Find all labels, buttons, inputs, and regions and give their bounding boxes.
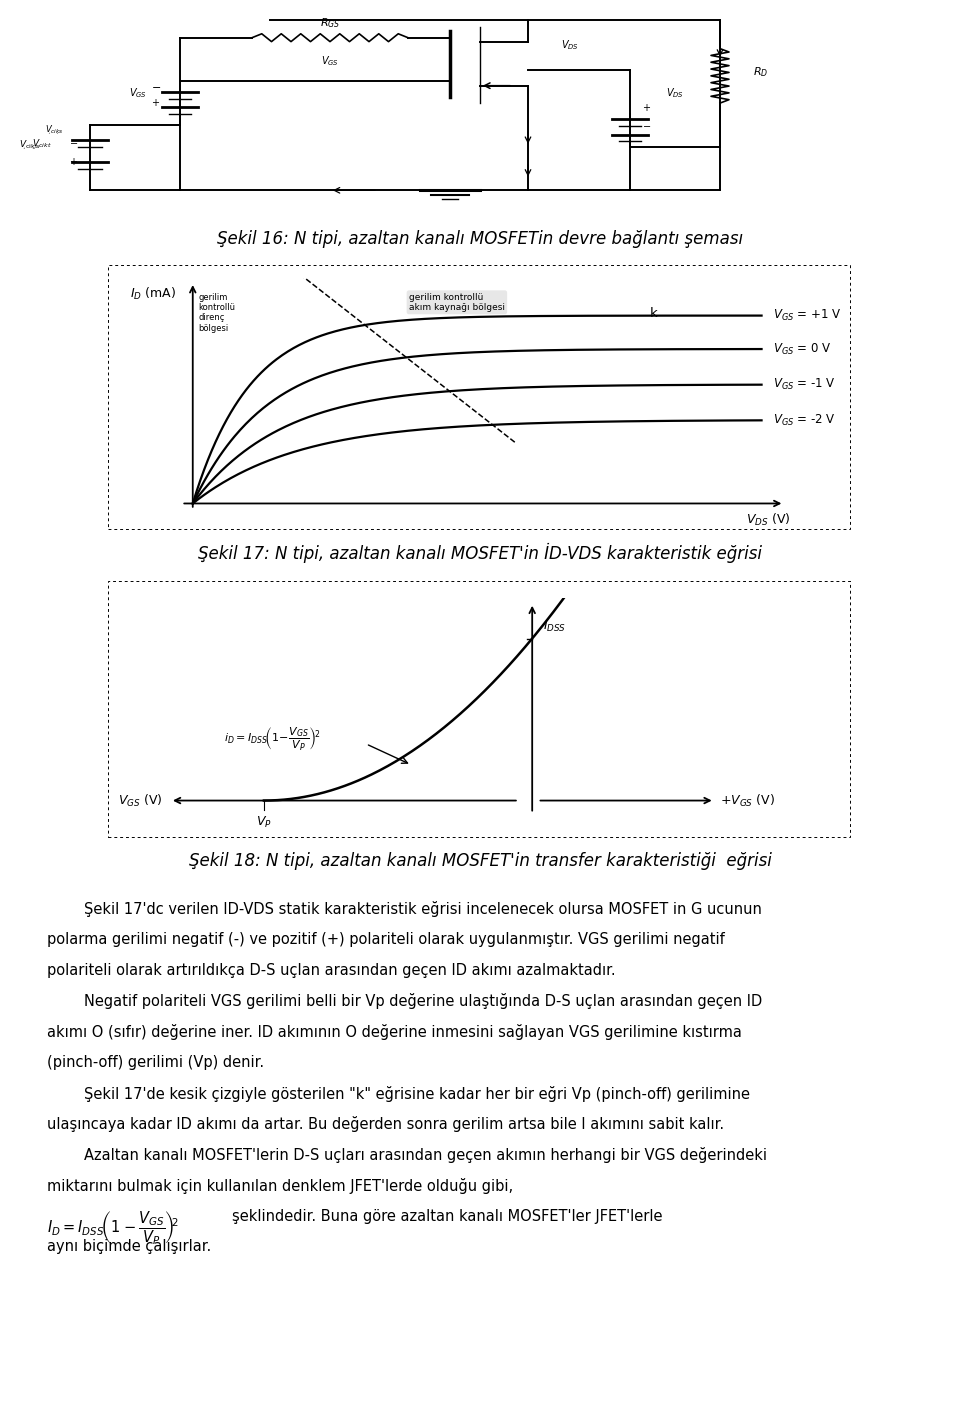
Text: $V_P$: $V_P$ [256, 815, 272, 830]
Text: $V_{cikt}$: $V_{cikt}$ [32, 137, 52, 150]
Text: $V_{GS}$ = -2 V: $V_{GS}$ = -2 V [773, 413, 835, 427]
Text: Şekil 18: N tipi, azaltan kanalı MOSFET'in transfer karakteristiği  eğrisi: Şekil 18: N tipi, azaltan kanalı MOSFET… [188, 853, 772, 871]
Text: polarma gerilimi negatif (-) ve pozitif (+) polariteli olarak uygulanmıştır. VGS: polarma gerilimi negatif (-) ve pozitif … [47, 932, 725, 947]
Text: Negatif polariteli VGS gerilimi belli bir Vp değerine ulaştığında D-S uçlan aras: Negatif polariteli VGS gerilimi belli bi… [47, 994, 762, 1010]
Text: Azaltan kanalı MOSFET'lerin D-S uçları arasından geçen akımın herhangi bir VGS d: Azaltan kanalı MOSFET'lerin D-S uçları a… [47, 1147, 767, 1164]
Text: $V_{DS}$: $V_{DS}$ [561, 39, 579, 53]
Text: miktarını bulmak için kullanılan denklem JFET'lerde olduğu gibi,: miktarını bulmak için kullanılan denklem… [47, 1178, 513, 1194]
Text: $V_{GS}$ (V): $V_{GS}$ (V) [117, 793, 162, 808]
Text: Şekil 17: N tipi, azaltan kanalı MOSFET'in İD-VDS karakteristik eğrisi: Şekil 17: N tipi, azaltan kanalı MOSFET… [198, 543, 762, 563]
Text: $-$: $-$ [69, 137, 78, 147]
Text: Şekil 17'de kesik çizgiyle gösterilen "k" eğrisine kadar her bir eğri Vp (pinch-: Şekil 17'de kesik çizgiyle gösterilen "k… [47, 1085, 750, 1101]
Text: (pinch-off) gerilimi (Vp) denir.: (pinch-off) gerilimi (Vp) denir. [47, 1055, 264, 1070]
Text: gerilim kontrollü
akım kaynağı bölgesi: gerilim kontrollü akım kaynağı bölgesi [409, 293, 505, 311]
Text: gerilim
kontrollü
direnç
bölgesi: gerilim kontrollü direnç bölgesi [199, 293, 235, 333]
Text: polariteli olarak artırıldıkça D-S uçlan arasından geçen ID akımı azalmaktadır.: polariteli olarak artırıldıkça D-S uçlan… [47, 962, 615, 978]
Text: şeklindedir. Buna göre azaltan kanalı MOSFET'ler JFET'lerle: şeklindedir. Buna göre azaltan kanalı MO… [232, 1208, 663, 1224]
Text: $V_{\c{c}ik\c{s}}$: $V_{\c{c}ik\c{s}}$ [44, 123, 63, 136]
Text: $+$: $+$ [152, 97, 160, 109]
Text: k: k [650, 307, 658, 320]
Text: $i_D = I_{DSS}\!\left(1\!-\!\dfrac{V_{GS}}{V_P}\right)^{\!2}$: $i_D = I_{DSS}\!\left(1\!-\!\dfrac{V_{GS… [224, 725, 321, 753]
Text: $V_{GS}$ = -1 V: $V_{GS}$ = -1 V [773, 377, 835, 393]
Text: $V_{GS}$: $V_{GS}$ [129, 87, 147, 100]
Text: Şekil 16: N tipi, azaltan kanalı MOSFETin devre bağlantı şeması: Şekil 16: N tipi, azaltan kanalı MOSFET… [217, 230, 743, 248]
Text: $V_{GS}$: $V_{GS}$ [321, 54, 339, 67]
Text: $I_D$ (mA): $I_D$ (mA) [130, 287, 176, 303]
Text: $+$: $+$ [69, 156, 78, 167]
Text: $+$: $+$ [642, 101, 651, 113]
Text: akımı O (sıfır) değerine iner. ID akımının O değerine inmesini sağlayan VGS geri: akımı O (sıfır) değerine iner. ID akımın… [47, 1024, 742, 1040]
Text: $V_{DS}$ (V): $V_{DS}$ (V) [746, 511, 790, 528]
Text: $R_{GS}$: $R_{GS}$ [320, 16, 340, 30]
Text: $R_D$: $R_D$ [753, 64, 768, 79]
Text: $V_{\mathrm{\c{c}ik\c{\i}\c{s}}}$: $V_{\mathrm{\c{c}ik\c{\i}\c{s}}}$ [19, 139, 41, 151]
Text: $I_{DSS}$: $I_{DSS}$ [543, 618, 566, 634]
Text: $V_{GS}$ = 0 V: $V_{GS}$ = 0 V [773, 341, 831, 357]
Text: ulaşıncaya kadar ID akımı da artar. Bu değerden sonra gerilim artsa bile I akımı: ulaşıncaya kadar ID akımı da artar. Bu d… [47, 1117, 724, 1132]
Text: aynı biçimde çalışırlar.: aynı biçimde çalışırlar. [47, 1240, 211, 1254]
Text: $+V_{GS}$ (V): $+V_{GS}$ (V) [720, 793, 775, 808]
Text: $-$: $-$ [151, 81, 161, 91]
Text: $V_{DS}$: $V_{DS}$ [666, 87, 684, 100]
Text: $V_{GS}$ = +1 V: $V_{GS}$ = +1 V [773, 308, 841, 323]
Text: $I_D = I_{DSS}\!\left(1-\dfrac{V_{GS}}{V_P}\right)^{\!\!2}$: $I_D = I_{DSS}\!\left(1-\dfrac{V_{GS}}{V… [47, 1208, 179, 1247]
Text: $-$: $-$ [642, 120, 651, 130]
Text: Şekil 17'dc verilen ID-VDS statik karakteristik eğrisi incelenecek olursa MOSFET: Şekil 17'dc verilen ID-VDS statik karakt… [47, 901, 761, 917]
